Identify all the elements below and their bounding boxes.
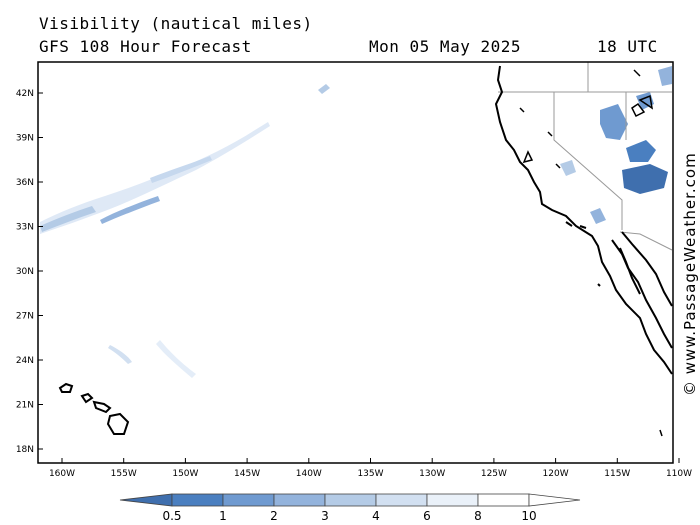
fog-land-south: [590, 208, 606, 224]
kauai: [58, 382, 74, 393]
legend-swatch: [324, 493, 377, 507]
molokai-maui: [92, 400, 112, 414]
lon-label: 160W: [49, 469, 75, 479]
legend-swatch: [426, 493, 479, 507]
lon-label: 140W: [296, 469, 322, 479]
lat-label: 42N: [16, 89, 34, 99]
fog-land-great-basin: [622, 164, 668, 194]
map-frame: [37, 61, 674, 464]
legend-label: 0.5: [162, 509, 181, 523]
forecast-date: Mon 05 May 2025: [369, 37, 521, 56]
legend-label: 10: [521, 509, 536, 523]
legend-label: 2: [270, 509, 278, 523]
legend-swatch: [375, 493, 428, 507]
legend-swatch: [171, 493, 224, 507]
legend-colorbar: 0.5 1 2 3 4 6 8 10: [119, 493, 581, 523]
forecast-model: GFS 108 Hour Forecast: [39, 37, 252, 56]
fog-band-streak-2: [150, 156, 212, 183]
fog-band-streak: [100, 196, 160, 224]
latitude-axis: 42N 39N 36N 33N 30N 27N 24N 21N 18N: [16, 89, 43, 455]
lat-label: 30N: [16, 267, 34, 277]
legend-swatch: [222, 493, 275, 507]
lon-label: 120W: [543, 469, 569, 479]
guadalupe-island: [597, 283, 601, 287]
great-lakes-coast: [519, 69, 663, 437]
mexico-east-coast: [621, 231, 673, 307]
lon-label: 150W: [172, 469, 198, 479]
fog-patch-hawaii-2: [156, 340, 196, 378]
visibility-shading: [40, 66, 672, 378]
baja-inner: [619, 247, 641, 295]
lat-label: 39N: [16, 134, 34, 144]
fog-land-west-us: [600, 104, 628, 140]
legend-swatch: [477, 493, 530, 507]
lon-label: 115W: [604, 469, 630, 479]
map-area: [38, 62, 673, 463]
lat-label: 27N: [16, 312, 34, 322]
coastlines: [494, 65, 673, 375]
lon-label: 145W: [234, 469, 260, 479]
credit-text: © www.PassageWeather.com: [681, 152, 699, 396]
political-borders: [498, 62, 673, 251]
legend-label: 8: [474, 509, 482, 523]
lon-label: 125W: [481, 469, 507, 479]
lat-label: 24N: [16, 356, 34, 366]
west-coast-us: [494, 65, 673, 375]
fog-land-east: [658, 66, 672, 86]
fog-land-mid: [626, 140, 656, 162]
oahu: [80, 392, 94, 404]
legend-label: 1: [219, 509, 227, 523]
legend-label: 6: [423, 509, 431, 523]
hawaiian-islands: [58, 382, 130, 435]
fog-band-core: [40, 206, 96, 232]
legend-arrow-right: [528, 493, 581, 507]
lat-label: 18N: [16, 445, 34, 455]
fog-patch-hawaii: [108, 345, 132, 364]
longitude-axis: 160W 155W 150W 145W 140W 135W 130W 125W 120W 115W…: [49, 458, 692, 479]
chart-title: Visibility (nautical miles): [39, 14, 313, 33]
legend-label: 3: [321, 509, 329, 523]
fog-patch-ne: [318, 84, 330, 94]
fog-land-coast: [560, 160, 576, 176]
lon-label: 110W: [666, 469, 692, 479]
forecast-time: 18 UTC: [597, 37, 658, 56]
legend-swatch: [273, 493, 326, 507]
hawaii-big: [106, 412, 130, 435]
lon-label: 135W: [357, 469, 383, 479]
channel-islands: [565, 221, 587, 229]
lon-label: 155W: [111, 469, 137, 479]
lat-label: 33N: [16, 223, 34, 233]
lat-label: 21N: [16, 401, 34, 411]
lat-label: 36N: [16, 178, 34, 188]
legend-label: 4: [372, 509, 380, 523]
legend-arrow-left: [119, 493, 173, 507]
lon-label: 130W: [419, 469, 445, 479]
